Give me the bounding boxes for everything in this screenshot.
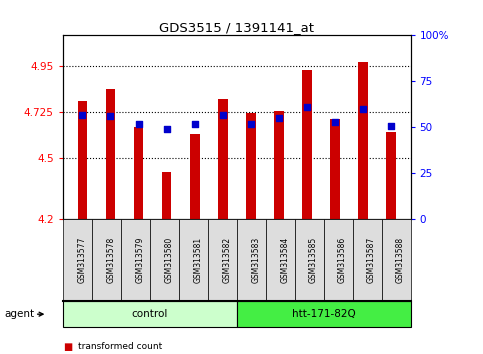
Text: transformed count: transformed count (78, 342, 162, 352)
Point (359, 106, 367, 112)
Point (107, 114, 114, 119)
Text: GSM313581: GSM313581 (193, 237, 202, 283)
Text: GSM313583: GSM313583 (251, 237, 260, 283)
Point (191, 121, 199, 127)
Text: htt-171-82Q: htt-171-82Q (292, 309, 355, 319)
Bar (106, 88, 115, 219)
Text: GSM313586: GSM313586 (338, 237, 347, 283)
Bar (77, 101, 87, 219)
Title: GDS3515 / 1391141_at: GDS3515 / 1391141_at (159, 21, 314, 34)
Bar (330, 119, 340, 219)
Text: GSM313577: GSM313577 (77, 237, 86, 284)
Text: GSM313588: GSM313588 (396, 237, 405, 283)
Bar (358, 62, 368, 219)
Point (303, 104, 311, 110)
Bar (386, 132, 396, 219)
Text: GSM313582: GSM313582 (222, 237, 231, 283)
Bar (218, 99, 227, 219)
Point (79, 112, 86, 118)
Point (219, 112, 227, 118)
Bar (134, 127, 143, 219)
Point (163, 126, 170, 132)
Point (387, 123, 395, 129)
Text: ■: ■ (63, 342, 72, 352)
Bar (302, 70, 312, 219)
Text: GSM313578: GSM313578 (106, 237, 115, 283)
Text: GSM313579: GSM313579 (135, 237, 144, 284)
Text: GSM313585: GSM313585 (309, 237, 318, 283)
Text: agent: agent (5, 309, 35, 319)
Text: GSM313584: GSM313584 (280, 237, 289, 283)
Point (247, 121, 255, 127)
Text: GSM313580: GSM313580 (164, 237, 173, 283)
Bar (246, 113, 256, 219)
Point (331, 119, 339, 125)
Point (275, 115, 283, 121)
Bar (162, 172, 171, 219)
Text: control: control (131, 309, 168, 319)
Text: GSM313587: GSM313587 (367, 237, 376, 283)
Bar (274, 111, 284, 219)
Bar (190, 133, 199, 219)
Point (135, 121, 142, 127)
